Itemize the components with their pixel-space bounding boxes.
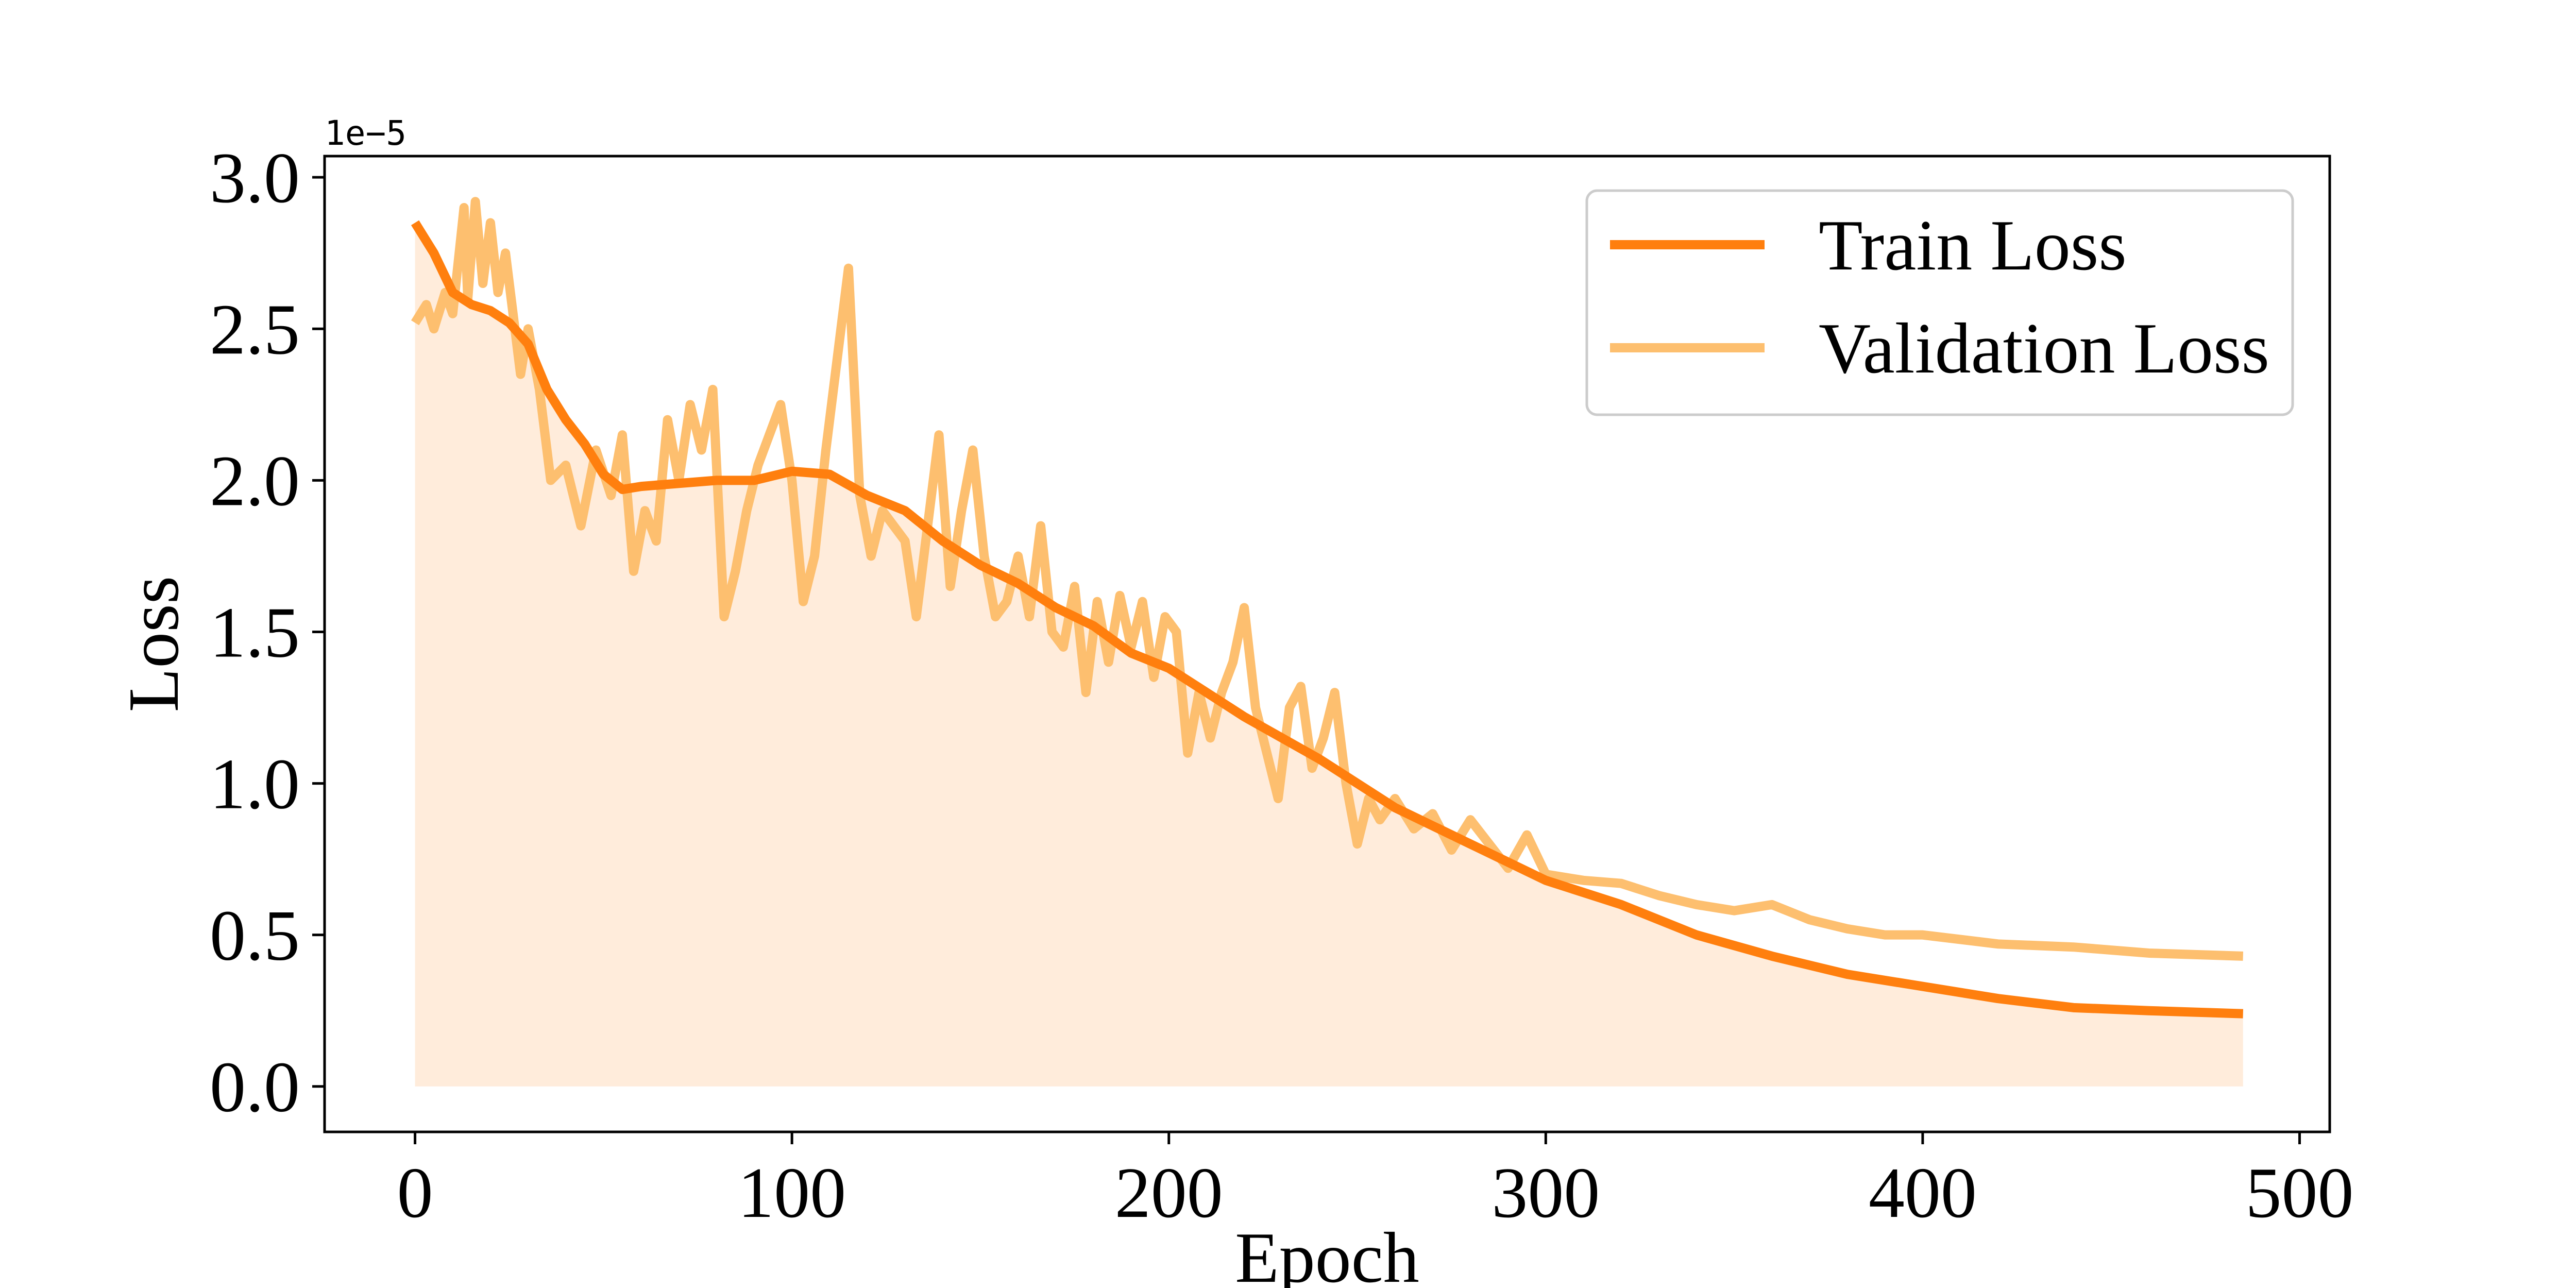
y-tick-label: 2.0 bbox=[210, 441, 300, 521]
y-tick-label: 0.5 bbox=[210, 896, 300, 976]
x-tick-label: 100 bbox=[738, 1153, 846, 1233]
series-layer bbox=[411, 197, 2244, 1019]
plot-area-frame bbox=[323, 155, 2331, 1133]
x-tick-label: 0 bbox=[397, 1153, 433, 1233]
x-tick-label: 500 bbox=[2245, 1153, 2353, 1233]
x-axis: 0 100 200 300 400 500 bbox=[397, 1132, 2353, 1233]
y-tick-label: 1.5 bbox=[210, 592, 300, 672]
y-axis-label: Loss bbox=[114, 576, 194, 712]
y-tick-label: 3.0 bbox=[210, 138, 300, 218]
x-tick-label: 300 bbox=[1492, 1153, 1600, 1233]
legend-label-validation-loss: Validation Loss bbox=[1819, 309, 2269, 388]
x-tick-label: 400 bbox=[1869, 1153, 1977, 1233]
y-tick-label: 1.0 bbox=[210, 744, 300, 824]
train-loss-fill-area bbox=[415, 223, 2243, 1087]
y-axis-offset-label: 1e−5 bbox=[325, 113, 406, 153]
train-loss-fill-layer bbox=[415, 223, 2243, 1087]
x-axis-label: Epoch bbox=[1235, 1218, 1419, 1288]
train-loss-line bbox=[411, 220, 2244, 1019]
y-tick-label: 2.5 bbox=[210, 290, 300, 369]
x-tick-label: 200 bbox=[1115, 1153, 1223, 1233]
y-axis: 0.0 0.5 1.0 1.5 2.0 2.5 3.0 bbox=[210, 138, 325, 1127]
legend-label-train-loss: Train Loss bbox=[1819, 206, 2127, 285]
y-tick-label: 0.0 bbox=[210, 1047, 300, 1127]
legend: Train Loss Validation Loss bbox=[1585, 189, 2294, 416]
